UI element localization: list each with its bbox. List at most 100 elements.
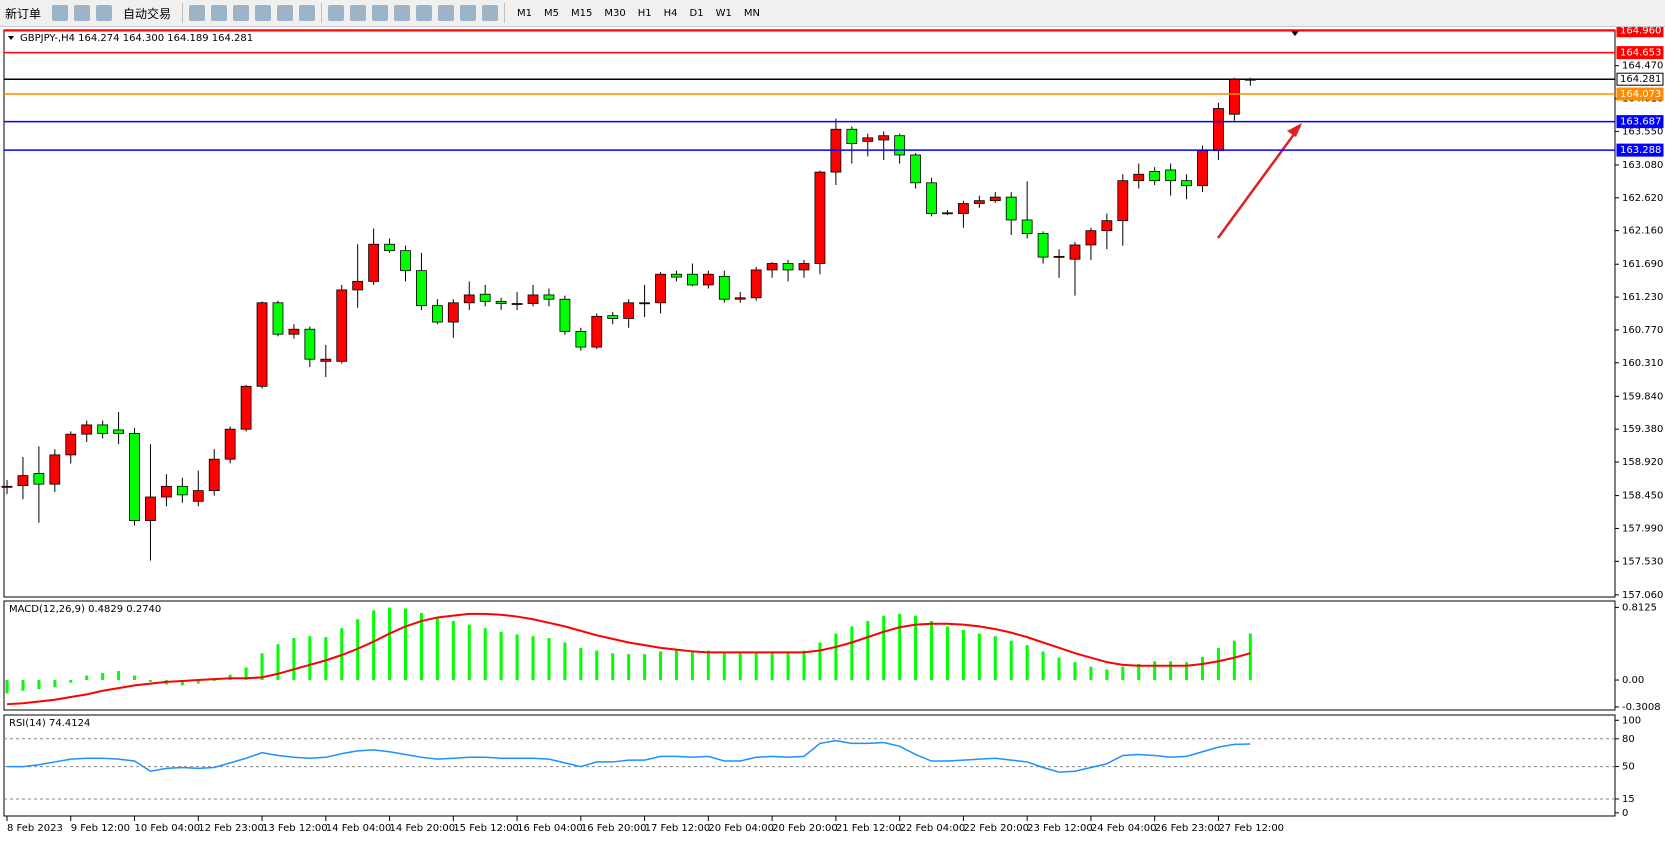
macd-bar: [1121, 666, 1125, 681]
toolbar-button[interactable]: 自动交易: [123, 6, 172, 21]
y-tick-label: 163.550: [1622, 126, 1663, 137]
candle-body: [1101, 220, 1113, 232]
icon[interactable]: [96, 5, 113, 21]
icon[interactable]: [233, 5, 250, 21]
timeframe-button[interactable]: H4: [663, 7, 678, 19]
candle-body: [1117, 180, 1129, 222]
candle-body: [671, 273, 682, 278]
timeframe-button[interactable]: M15: [571, 7, 593, 19]
macd-bar: [977, 633, 981, 681]
candle-body: [495, 300, 507, 304]
icon[interactable]: [372, 5, 389, 21]
timeframe-button[interactable]: H1: [637, 7, 652, 19]
rsi-title: RSI(14) 74.4124: [9, 718, 90, 729]
y-tick-label: 157.060: [1622, 590, 1663, 601]
icon[interactable]: [350, 5, 367, 21]
x-tick-label: 27 Feb 12:00: [1218, 823, 1284, 834]
timeframe-button[interactable]: M5: [544, 7, 560, 19]
candle-body: [1021, 219, 1033, 234]
macd-bar: [690, 650, 694, 681]
y-tick-label: 163.080: [1622, 160, 1663, 171]
macd-bar: [260, 653, 264, 681]
candle-body: [989, 196, 1001, 202]
candle-body: [1133, 173, 1145, 182]
icon[interactable]: [328, 5, 345, 21]
candle-body: [958, 203, 969, 214]
macd-bar: [563, 642, 567, 681]
macd-bar: [786, 651, 790, 681]
macd-bar: [372, 610, 376, 681]
y-tick-label: 100: [1622, 715, 1641, 726]
icon[interactable]: [438, 5, 455, 21]
toolbar-button[interactable]: 新订单: [5, 6, 42, 21]
timeframe-button[interactable]: W1: [715, 7, 732, 19]
macd-bar: [1009, 640, 1013, 681]
candle-body: [575, 330, 587, 348]
y-tick-label: 159.840: [1622, 391, 1663, 402]
y-tick-label: 50: [1622, 762, 1635, 773]
level-label-box: [1616, 87, 1664, 101]
macd-bar: [5, 680, 9, 694]
icon[interactable]: [482, 5, 499, 21]
candle-body: [65, 433, 77, 456]
macd-bar: [659, 651, 663, 681]
icon[interactable]: [211, 5, 228, 21]
x-tick-label: 14 Feb 20:00: [390, 823, 456, 834]
candle-body: [1053, 255, 1065, 258]
candle-body: [208, 458, 220, 491]
candle-body: [1165, 169, 1177, 182]
macd-bar: [324, 637, 328, 681]
candle-body: [176, 485, 188, 496]
macd-bar: [1105, 669, 1109, 681]
macd-bar: [1248, 633, 1252, 681]
icon[interactable]: [52, 5, 69, 21]
level-label-box: [1616, 143, 1664, 157]
candle-body: [1085, 230, 1097, 246]
icon[interactable]: [189, 5, 206, 21]
chart-title: GBPJPY-,H4 164.274 164.300 164.189 164.2…: [20, 33, 253, 44]
candle-body: [336, 289, 348, 362]
candle-body: [687, 273, 698, 286]
candle-body: [224, 428, 236, 460]
macd-bar: [435, 617, 439, 681]
level-label-box: [1616, 46, 1664, 60]
macd-bar: [1216, 647, 1220, 681]
y-tick-label: 158.450: [1622, 491, 1663, 502]
macd-bar: [1073, 662, 1077, 681]
y-tick-label: 161.230: [1622, 292, 1663, 303]
timeframe-button[interactable]: D1: [689, 7, 704, 19]
candle-body: [1037, 233, 1049, 258]
icon[interactable]: [460, 5, 477, 21]
timeframe-button[interactable]: M1: [517, 7, 533, 19]
x-tick-label: 22 Feb 04:00: [900, 823, 966, 834]
x-tick-label: 23 Feb 12:00: [1027, 823, 1093, 834]
macd-bar: [276, 644, 280, 681]
icon[interactable]: [394, 5, 411, 21]
x-tick-label: 16 Feb 04:00: [517, 823, 583, 834]
candle-body: [33, 473, 45, 485]
level-label: 164.281: [1620, 74, 1661, 85]
candle-body: [750, 269, 762, 299]
candle-body: [447, 302, 459, 323]
y-tick-label: 161.690: [1622, 259, 1663, 270]
icon[interactable]: [255, 5, 272, 21]
icon[interactable]: [299, 5, 316, 21]
icon[interactable]: [416, 5, 433, 21]
timeframe-button[interactable]: MN: [743, 7, 760, 19]
toolbar: 新订单 自动交易 M1 M5 M15 M30 H1 H4 D1 W1 MN: [0, 0, 1665, 27]
y-tick-label: 164.470: [1622, 61, 1663, 72]
macd-bar: [738, 653, 742, 681]
level-label: 163.687: [1620, 117, 1661, 128]
icon[interactable]: [74, 5, 91, 21]
candle-body: [145, 496, 156, 521]
timeframe-button[interactable]: M30: [604, 7, 626, 19]
icon[interactable]: [277, 5, 294, 21]
candle-body: [368, 243, 380, 282]
x-tick-label: 20 Feb 20:00: [772, 823, 838, 834]
level-label: 163.288: [1620, 145, 1661, 156]
candle-body: [910, 154, 921, 184]
candle-body: [49, 454, 61, 485]
x-tick-label: 24 Feb 04:00: [1091, 823, 1157, 834]
macd-bar: [148, 680, 152, 682]
